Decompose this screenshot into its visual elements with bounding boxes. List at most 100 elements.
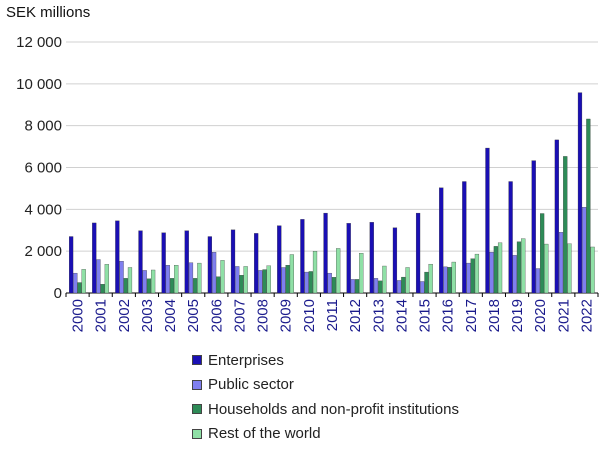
bar bbox=[323, 212, 328, 294]
bar bbox=[521, 238, 526, 294]
bar bbox=[497, 242, 503, 294]
bar bbox=[508, 181, 513, 294]
bar bbox=[462, 181, 467, 294]
bar bbox=[281, 267, 286, 294]
y-tick-label: 4 000 bbox=[24, 201, 62, 218]
x-tick-label: 2005 bbox=[185, 299, 202, 332]
bar bbox=[493, 246, 498, 294]
bar bbox=[119, 261, 124, 294]
y-tick-label: 10 000 bbox=[16, 76, 62, 93]
bar bbox=[535, 268, 541, 294]
bar bbox=[439, 187, 444, 294]
y-tick-label: 6 000 bbox=[24, 160, 62, 177]
bar bbox=[485, 147, 490, 294]
bar bbox=[266, 265, 271, 294]
legend-item: Households and non-profit institutions bbox=[192, 397, 459, 422]
bar bbox=[489, 252, 494, 294]
x-tick-label: 2021 bbox=[555, 299, 572, 332]
x-tick-label: 2004 bbox=[162, 299, 179, 332]
x-tick-label: 2012 bbox=[347, 299, 364, 332]
bar bbox=[197, 262, 202, 294]
bar bbox=[254, 233, 259, 294]
bar bbox=[81, 269, 86, 294]
legend-swatch bbox=[192, 404, 202, 415]
legend: Enterprises Public sector Households and n… bbox=[192, 348, 459, 446]
legend-swatch bbox=[192, 355, 202, 366]
bar bbox=[230, 229, 236, 294]
x-tick-label: 2018 bbox=[486, 299, 503, 332]
bar bbox=[262, 269, 267, 294]
x-tick-label: 2013 bbox=[370, 299, 387, 332]
bar bbox=[312, 251, 318, 294]
bar bbox=[369, 222, 374, 294]
bar bbox=[169, 278, 175, 294]
bar bbox=[512, 255, 517, 294]
bar bbox=[405, 267, 410, 294]
bar bbox=[331, 277, 337, 294]
bar bbox=[277, 225, 282, 294]
bar bbox=[415, 212, 421, 294]
bar bbox=[346, 223, 351, 294]
bar bbox=[73, 272, 78, 294]
x-tick-label: 2010 bbox=[301, 299, 318, 332]
bar bbox=[161, 232, 166, 294]
y-tick-label: 8 000 bbox=[24, 118, 62, 135]
bar bbox=[586, 118, 591, 294]
x-tick-label: 2019 bbox=[509, 299, 526, 332]
bar bbox=[243, 266, 248, 294]
bar bbox=[447, 267, 452, 294]
bar bbox=[359, 253, 364, 294]
y-tick-label: 2 000 bbox=[24, 243, 62, 260]
x-tick-label: 2020 bbox=[532, 299, 549, 332]
bar bbox=[470, 258, 475, 294]
bar bbox=[300, 219, 305, 294]
bar bbox=[567, 243, 572, 294]
bar bbox=[211, 252, 217, 294]
bar bbox=[577, 92, 583, 294]
x-tick-label: 2016 bbox=[440, 299, 457, 332]
bar bbox=[378, 280, 383, 294]
x-tick-label: 2002 bbox=[116, 299, 133, 332]
bar bbox=[531, 160, 536, 294]
bar bbox=[420, 281, 425, 294]
bar bbox=[373, 278, 379, 294]
x-tick-label: 2001 bbox=[93, 299, 110, 332]
bar bbox=[165, 265, 170, 294]
legend-item: Public sector bbox=[192, 373, 459, 398]
bar bbox=[382, 265, 387, 294]
bar bbox=[354, 279, 360, 294]
bar bbox=[77, 282, 82, 294]
legend-item: Enterprises bbox=[192, 348, 459, 373]
x-tick-label: 2006 bbox=[208, 299, 225, 332]
legend-label: Households and non-profit institutions bbox=[208, 400, 459, 418]
bar bbox=[474, 253, 480, 294]
x-tick-label: 2017 bbox=[463, 299, 480, 332]
y-tick-label: 12 000 bbox=[16, 34, 62, 51]
bar bbox=[123, 278, 128, 294]
bar bbox=[428, 263, 433, 294]
bar bbox=[216, 276, 221, 294]
bar bbox=[424, 271, 429, 294]
bar bbox=[239, 275, 244, 294]
bar bbox=[146, 278, 152, 294]
legend-label: Rest of the world bbox=[208, 425, 321, 443]
x-tick-label: 2009 bbox=[278, 299, 295, 332]
bar bbox=[207, 236, 212, 294]
bar bbox=[327, 272, 332, 294]
bar bbox=[151, 269, 156, 294]
x-tick-label: 2014 bbox=[393, 299, 410, 332]
y-tick-label: 0 bbox=[54, 285, 62, 302]
x-tick-label: 2022 bbox=[578, 299, 595, 332]
bar bbox=[100, 284, 105, 294]
bar bbox=[138, 230, 143, 294]
legend-item: Rest of the world bbox=[192, 422, 459, 447]
x-tick-label: 2000 bbox=[70, 299, 87, 332]
bar bbox=[258, 270, 263, 294]
bar bbox=[443, 266, 448, 294]
x-tick-label: 2008 bbox=[255, 299, 272, 332]
bar bbox=[115, 220, 120, 294]
bar bbox=[397, 280, 402, 294]
x-tick-label: 2007 bbox=[231, 299, 248, 332]
